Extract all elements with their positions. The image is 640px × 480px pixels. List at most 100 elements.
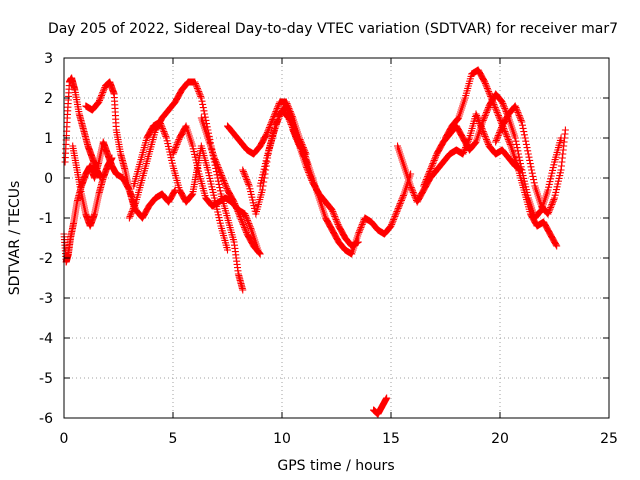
data-point bbox=[550, 196, 558, 204]
data-point bbox=[127, 209, 135, 217]
data-point bbox=[216, 167, 224, 175]
data-point bbox=[494, 132, 502, 140]
data-point bbox=[357, 224, 365, 232]
data-point bbox=[522, 140, 530, 148]
data-point bbox=[408, 185, 416, 193]
data-point bbox=[159, 126, 167, 134]
data-point bbox=[288, 115, 296, 123]
data-point bbox=[547, 204, 555, 212]
data-point bbox=[238, 217, 246, 225]
data-point bbox=[243, 176, 251, 184]
data-point bbox=[502, 129, 510, 137]
data-point bbox=[236, 212, 244, 220]
data-point bbox=[158, 123, 166, 131]
data-point bbox=[162, 132, 170, 140]
data-point bbox=[453, 116, 461, 124]
data-point bbox=[485, 89, 493, 97]
data-point bbox=[230, 198, 238, 206]
data-point bbox=[397, 198, 405, 206]
data-point bbox=[245, 180, 253, 188]
data-point bbox=[482, 136, 490, 144]
data-point bbox=[514, 108, 522, 116]
data-point bbox=[544, 210, 552, 218]
data-point bbox=[210, 154, 218, 162]
data-point bbox=[307, 173, 315, 181]
data-point bbox=[481, 131, 489, 139]
data-point bbox=[394, 206, 402, 214]
series-track-14 bbox=[370, 394, 391, 418]
data-point bbox=[552, 241, 560, 249]
data-point bbox=[492, 136, 500, 144]
data-point bbox=[331, 214, 339, 222]
data-point bbox=[493, 135, 501, 143]
data-point bbox=[242, 227, 250, 235]
data-point bbox=[255, 248, 263, 256]
y-tick-label: 1 bbox=[44, 131, 53, 147]
data-point bbox=[284, 107, 292, 115]
data-point bbox=[410, 190, 418, 198]
data-point bbox=[545, 207, 553, 215]
data-point bbox=[241, 224, 249, 232]
data-point bbox=[96, 95, 104, 103]
x-tick-label: 0 bbox=[60, 431, 69, 447]
data-point bbox=[258, 186, 266, 194]
data-point bbox=[503, 132, 511, 140]
data-point bbox=[290, 129, 298, 137]
data-point bbox=[356, 227, 364, 235]
data-point bbox=[265, 125, 273, 133]
data-point bbox=[420, 180, 428, 188]
data-point bbox=[174, 139, 182, 147]
y-axis-label: SDTVAR / TECUs bbox=[7, 181, 23, 296]
data-point bbox=[485, 88, 493, 96]
data-point bbox=[394, 204, 402, 212]
data-point bbox=[291, 131, 299, 139]
data-point bbox=[383, 394, 391, 402]
data-point bbox=[213, 160, 221, 168]
data-point bbox=[430, 156, 438, 164]
data-point bbox=[409, 187, 417, 195]
data-point bbox=[495, 130, 503, 138]
data-point bbox=[241, 171, 249, 179]
data-point bbox=[517, 116, 525, 124]
data-point bbox=[518, 118, 526, 126]
data-point bbox=[482, 81, 490, 89]
data-point bbox=[287, 113, 295, 121]
x-tick-label: 25 bbox=[600, 431, 618, 447]
data-point bbox=[212, 159, 220, 167]
data-point bbox=[239, 219, 247, 227]
x-tick-label: 10 bbox=[273, 431, 291, 447]
data-point bbox=[193, 84, 201, 92]
data-point bbox=[553, 242, 561, 250]
data-point bbox=[460, 148, 468, 156]
series-track-13 bbox=[289, 126, 362, 250]
data-point bbox=[515, 110, 523, 118]
data-point bbox=[354, 230, 362, 238]
data-point bbox=[516, 160, 524, 168]
data-point bbox=[499, 101, 507, 109]
data-point bbox=[263, 130, 271, 138]
data-point bbox=[199, 104, 207, 112]
data-point bbox=[515, 153, 523, 161]
data-point bbox=[244, 218, 252, 226]
y-tick-label: 3 bbox=[44, 51, 53, 67]
data-point bbox=[246, 223, 254, 231]
data-point bbox=[428, 163, 436, 171]
data-point bbox=[460, 147, 468, 155]
data-point bbox=[285, 108, 293, 116]
data-point bbox=[214, 177, 222, 185]
data-point bbox=[160, 129, 168, 137]
data-point bbox=[396, 200, 404, 208]
data-point bbox=[492, 138, 500, 146]
data-point bbox=[359, 219, 367, 227]
data-point bbox=[491, 104, 499, 112]
series-track-16 bbox=[442, 66, 561, 250]
data-point bbox=[244, 179, 252, 187]
data-point bbox=[548, 200, 556, 208]
y-tick-label: -1 bbox=[39, 211, 53, 227]
data-point bbox=[481, 78, 489, 86]
data-point bbox=[333, 217, 341, 225]
data-point bbox=[293, 137, 301, 145]
data-point bbox=[191, 80, 199, 88]
